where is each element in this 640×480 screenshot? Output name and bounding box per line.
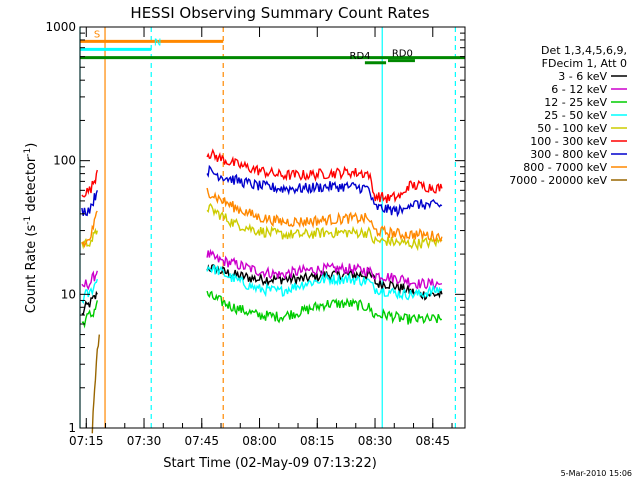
series-line-3-late <box>206 264 443 301</box>
legend-label: 7000 - 20000 keV <box>509 174 607 187</box>
series-line-2-early <box>81 300 98 329</box>
series-line-4-early <box>81 227 98 250</box>
legend-header-1: FDecim 1, Att 0 <box>542 57 627 70</box>
y-axis-label-part3: ) <box>24 143 39 148</box>
series-line-1-early <box>81 270 98 291</box>
legend-label: 3 - 6 keV <box>558 70 607 83</box>
y-tick-label: 10 <box>61 287 76 301</box>
legend-label: 800 - 7000 keV <box>523 161 607 174</box>
x-tick-label: 07:45 <box>184 434 219 448</box>
series-line-6-late <box>206 164 443 218</box>
y-axis-label-sup1: -1 <box>23 216 33 225</box>
legend-label: 12 - 25 keV <box>544 96 607 109</box>
y-axis-label-sup2: -1 <box>23 148 33 157</box>
flag-label-rd0: RD0 <box>392 49 413 60</box>
series-line-2-late <box>206 290 443 325</box>
series-line-6-early <box>81 190 98 217</box>
legend-label: 6 - 12 keV <box>551 83 607 96</box>
x-axis-label: Start Time (02-May-09 07:13:22) <box>163 456 377 471</box>
series-line-5-late <box>206 148 443 204</box>
legend-label: 50 - 100 keV <box>537 122 607 135</box>
plot-frame <box>79 26 466 429</box>
legend-label: 100 - 300 keV <box>530 135 607 148</box>
series-line-8-early <box>91 334 100 434</box>
y-tick-label: 1 <box>68 421 76 435</box>
x-tick-label: 08:45 <box>415 434 450 448</box>
legend-label: 25 - 50 keV <box>544 109 607 122</box>
x-tick-label: 07:15 <box>69 434 104 448</box>
axes-layer: 1 10 100 1000 07:15 07:30 07:45 08:00 08:15 08:30… <box>45 20 466 448</box>
series-line-7-late <box>206 187 443 243</box>
x-tick-label: 08:15 <box>300 434 335 448</box>
x-tick-label: 07:30 <box>127 434 162 448</box>
series-line-5-early <box>81 169 98 198</box>
flag-label-s: S <box>94 29 100 40</box>
flag-label-rd4: RD4 <box>350 51 371 62</box>
y-axis-label-part1: Count Rate (s <box>24 225 39 314</box>
flag-label-n: N <box>154 37 161 48</box>
legend-label: 300 - 800 keV <box>530 148 607 161</box>
y-axis-label: Count Rate (s-1 detector-1) <box>23 143 39 314</box>
series-line-1-late <box>206 248 443 290</box>
data-layer: S N RD4 RD0 <box>79 27 465 434</box>
chart-title: HESSI Observing Summary Count Rates <box>130 4 429 22</box>
legend: Det 1,3,4,5,6,9,FDecim 1, Att 03 - 6 keV… <box>509 44 627 187</box>
y-tick-label: 100 <box>53 154 76 168</box>
legend-header-0: Det 1,3,4,5,6,9, <box>541 44 627 57</box>
y-tick-label: 1000 <box>45 20 76 34</box>
y-axis-label-part2: detector <box>24 156 39 216</box>
series-line-4-late <box>206 203 443 252</box>
footer-date: 5-Mar-2010 15:06 <box>561 469 632 478</box>
series-line-7-early <box>81 210 98 248</box>
x-tick-label: 08:00 <box>242 434 277 448</box>
x-tick-label: 08:30 <box>358 434 393 448</box>
series-line-3-early <box>81 278 98 305</box>
